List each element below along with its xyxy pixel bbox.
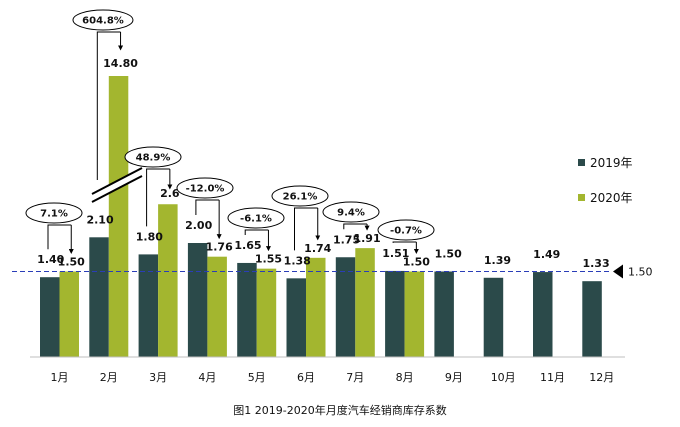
x-tick-12: 12月: [589, 371, 614, 384]
value-label-2019-7: 1.75: [333, 233, 360, 246]
change-ellipse-1: [25, 202, 83, 224]
x-tick-6: 6月: [297, 371, 315, 384]
x-tick-4: 4月: [198, 371, 216, 384]
bar-2020-8: [404, 271, 425, 357]
bar-2019-5: [237, 262, 257, 357]
change-ellipse-7: [322, 201, 380, 223]
legend: 2019年 2020年: [578, 156, 633, 205]
legend-swatch-2020: [578, 194, 585, 201]
bar-2019-3: [138, 254, 159, 357]
value-label-2019-11: 1.49: [533, 248, 560, 261]
value-label-2019-8: 1.51: [382, 247, 409, 260]
change-ellipse-3: [124, 146, 182, 168]
bar-2019-2: [89, 237, 109, 357]
value-label-2020-6: 1.74: [304, 242, 331, 255]
change-callout-6: 26.1%: [271, 185, 329, 251]
value-label-2019-10: 1.39: [484, 254, 511, 267]
change-label-3: 48.9%: [136, 153, 171, 164]
callout-bracket-3: [146, 168, 170, 227]
bar-2020-3: [158, 204, 178, 357]
value-label-2020-2: 14.80: [103, 57, 138, 70]
bar-2020-4: [207, 256, 227, 357]
change-label-6: 26.1%: [283, 192, 318, 203]
callout-bracket-7: [343, 223, 368, 230]
x-tick-3: 3月: [149, 371, 167, 384]
bar-2019-1: [40, 277, 60, 357]
x-tick-5: 5月: [248, 371, 266, 384]
change-callout-3: 48.9%: [124, 146, 182, 227]
value-label-2020-5: 1.55: [255, 253, 282, 266]
legend-label-2019: 2019年: [590, 156, 633, 170]
bar-2019-9: [434, 271, 454, 357]
change-callout-4: -12.0%: [176, 177, 234, 240]
bar-2020-1: [59, 271, 79, 357]
bar-2019-11: [533, 272, 553, 357]
bar-2019-6: [286, 278, 306, 357]
change-ellipse-5: [227, 207, 285, 229]
bar-2020-5: [256, 268, 277, 357]
value-label-2020-4: 1.76: [206, 241, 233, 254]
value-label-2019-5: 1.65: [234, 239, 261, 252]
bar-2019-10: [483, 277, 504, 357]
bar-2020-7: [355, 248, 375, 357]
change-label-1: 7.1%: [40, 209, 68, 220]
value-label-2019-9: 1.50: [435, 248, 462, 261]
change-callout-8: -0.7%: [377, 219, 435, 254]
change-ellipse-2: [72, 9, 134, 31]
value-label-2019-4: 2.00: [185, 219, 212, 232]
value-label-2020-3: 2.6: [160, 187, 180, 200]
bar-2019-8: [385, 270, 405, 357]
x-tick-8: 8月: [396, 371, 414, 384]
change-callout-2: 604.8%: [72, 9, 134, 180]
callout-bracket-8: [392, 241, 417, 243]
value-label-2019-1: 1.40: [37, 253, 64, 266]
x-tick-9: 9月: [445, 371, 463, 384]
change-ellipse-8: [377, 219, 435, 241]
x-tick-1: 1月: [51, 371, 69, 384]
value-label-2019-3: 1.80: [136, 230, 163, 243]
change-ellipse-4: [176, 177, 234, 199]
x-tick-2: 2月: [100, 371, 118, 384]
x-tick-11: 11月: [540, 371, 565, 384]
bar-2020-2: [108, 76, 129, 357]
reference-marker-icon: [613, 264, 623, 279]
axis-break-marker: [90, 167, 144, 203]
reference-line-label: 1.50: [628, 266, 653, 279]
chart-caption: 图1 2019-2020年月度汽车经销商库存系数: [233, 403, 446, 417]
change-label-7: 9.4%: [337, 208, 365, 219]
change-label-8: -0.7%: [390, 226, 422, 237]
change-label-2: 604.8%: [82, 16, 124, 27]
change-callout-1: 7.1%: [25, 202, 83, 254]
value-label-2019-12: 1.33: [582, 257, 609, 270]
change-label-4: -12.0%: [186, 184, 225, 195]
value-label-2019-6: 1.38: [284, 254, 311, 267]
change-callout-7: 9.4%: [322, 201, 380, 231]
bar-2020-6: [306, 257, 326, 357]
bar-2019-12: [582, 281, 602, 357]
legend-label-2020: 2020年: [590, 191, 633, 205]
value-label-2020-1: 1.50: [58, 256, 85, 269]
x-tick-7: 7月: [346, 371, 364, 384]
callout-bracket-5: [244, 229, 269, 235]
callout-bracket-1: [47, 224, 72, 250]
value-label-2020-7: 1.91: [353, 232, 380, 245]
bar-2019-4: [187, 243, 208, 357]
change-callout-5: -6.1%: [227, 207, 285, 252]
callout-bracket-6: [294, 207, 318, 251]
value-label-2020-8: 1.50: [403, 256, 430, 269]
callout-bracket-4: [195, 199, 220, 215]
bar-2019-7: [335, 257, 356, 357]
callout-bracket-2: [96, 31, 121, 180]
value-label-2019-2: 2.10: [86, 213, 113, 226]
change-label-5: -6.1%: [240, 214, 272, 225]
change-ellipse-6: [271, 185, 329, 207]
legend-swatch-2019: [578, 159, 585, 166]
x-tick-10: 10月: [491, 371, 516, 384]
